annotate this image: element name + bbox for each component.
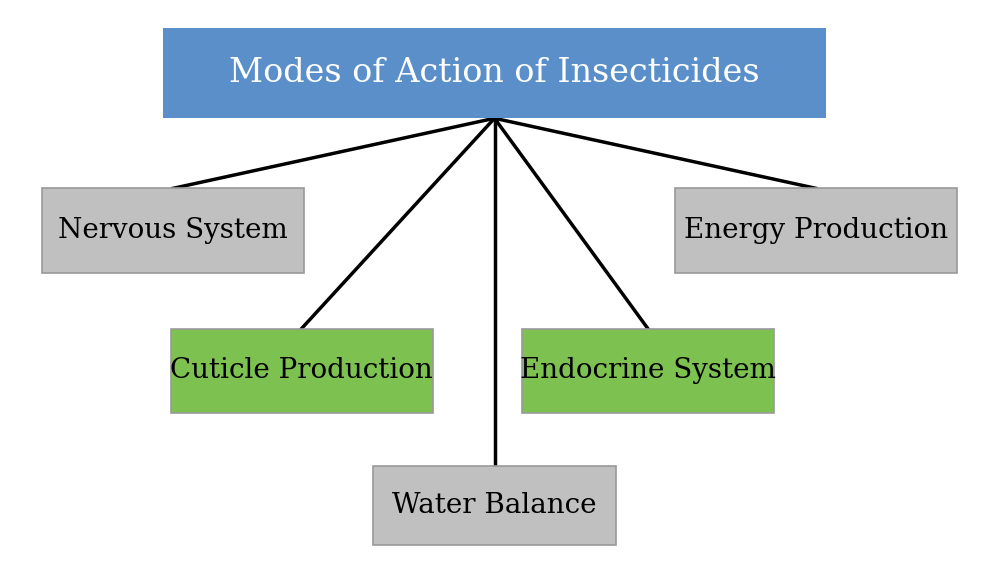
FancyBboxPatch shape	[170, 328, 433, 413]
Text: Energy Production: Energy Production	[683, 217, 948, 244]
Text: Cuticle Production: Cuticle Production	[170, 357, 433, 384]
Text: Nervous System: Nervous System	[58, 217, 288, 244]
FancyBboxPatch shape	[374, 466, 615, 544]
Text: Modes of Action of Insecticides: Modes of Action of Insecticides	[229, 57, 760, 89]
FancyBboxPatch shape	[674, 189, 957, 273]
Text: Water Balance: Water Balance	[393, 492, 596, 519]
FancyBboxPatch shape	[42, 189, 305, 273]
FancyBboxPatch shape	[163, 28, 826, 118]
FancyBboxPatch shape	[522, 328, 774, 413]
Text: Endocrine System: Endocrine System	[520, 357, 775, 384]
